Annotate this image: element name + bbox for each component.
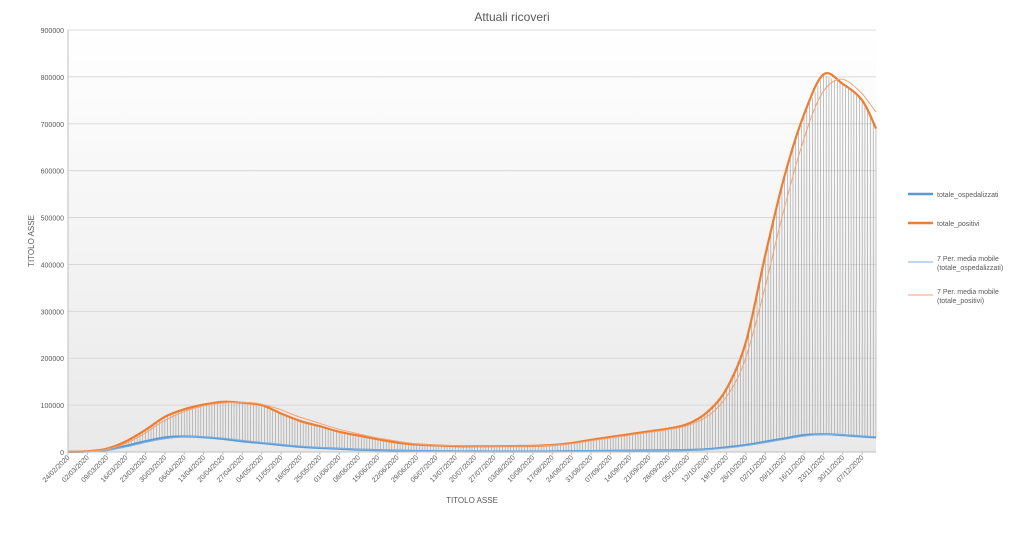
- legend-label-3: 7 Per. media mobile (totale_ospedalizzati…: [937, 256, 1003, 272]
- y-tick-label: 800000: [41, 75, 64, 82]
- axes: [67, 30, 876, 453]
- y-tick-label: 300000: [41, 309, 64, 316]
- chart-title: Attuali ricoveri: [474, 10, 549, 24]
- legend-label-line: (totale_ospedalizzati): [937, 265, 1003, 272]
- plot-area: [68, 30, 876, 452]
- x-axis-title: TITOLO ASSE: [446, 496, 498, 505]
- y-tick-label: 500000: [41, 216, 64, 223]
- y-axis-title: TITOLO ASSE: [27, 215, 36, 267]
- legend-label-line: 7 Per. media mobile: [937, 289, 999, 296]
- y-tick-label: 400000: [41, 262, 64, 269]
- y-tick-label: 900000: [41, 28, 64, 35]
- legend-label-line: totale_positivi: [937, 221, 980, 228]
- legend: totale_ospedalizzati totale_positivi 7 Per…: [908, 192, 1003, 305]
- y-tick-label: 200000: [41, 356, 64, 363]
- series-line-4: [84, 78, 877, 453]
- legend-label-line: totale_ospedalizzati: [937, 192, 999, 199]
- y-tick-label: 700000: [41, 122, 64, 129]
- y-tick-label: 600000: [41, 169, 64, 176]
- legend-label-line: 7 Per. media mobile: [937, 256, 999, 263]
- gridlines: [68, 29, 876, 453]
- y-tick-labels: 0 100000 200000 300000 400000 500000 600000 700…: [41, 28, 64, 457]
- legend-label-4: 7 Per. media mobile (totale_positivi): [937, 289, 999, 305]
- y-tick-label: 0: [60, 450, 64, 457]
- legend-label-1: totale_ospedalizzati: [937, 192, 999, 199]
- y-tick-label: 100000: [41, 403, 64, 410]
- legend-label-2: totale_positivi: [937, 221, 980, 228]
- legend-label-line: (totale_positivi): [937, 298, 984, 305]
